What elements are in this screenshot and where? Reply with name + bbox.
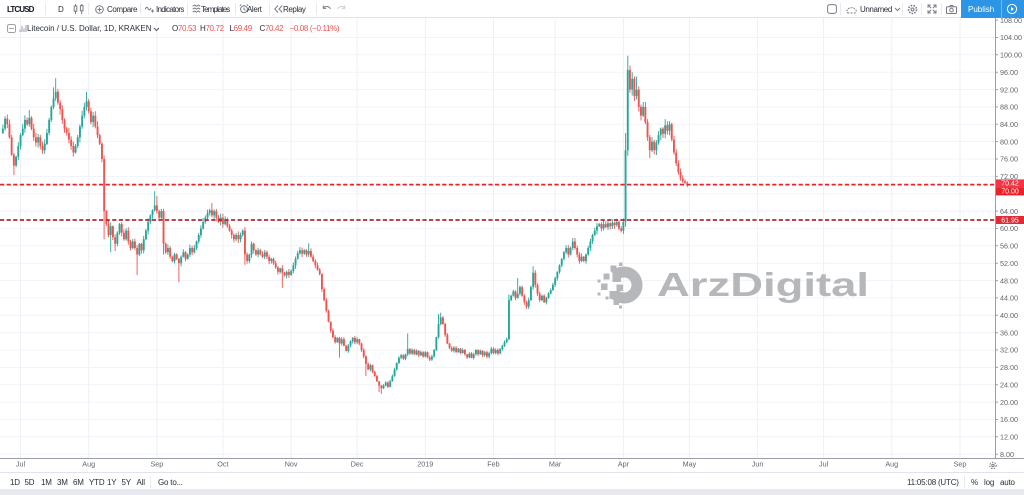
svg-text:20.00: 20.00 — [1000, 398, 1018, 407]
svg-text:24.00: 24.00 — [1000, 380, 1018, 389]
svg-text:Apr: Apr — [618, 459, 630, 468]
svg-text:May: May — [683, 459, 697, 468]
svg-text:56.00: 56.00 — [1000, 242, 1018, 251]
svg-text:12.00: 12.00 — [1000, 433, 1018, 442]
svg-text:Mar: Mar — [549, 459, 562, 468]
svg-text:32.00: 32.00 — [1000, 346, 1018, 355]
svg-text:44.00: 44.00 — [1000, 294, 1018, 303]
svg-text:Sep: Sep — [151, 459, 164, 468]
svg-text:108.00: 108.00 — [1000, 16, 1022, 25]
svg-text:84.00: 84.00 — [1000, 120, 1018, 129]
svg-text:Nov: Nov — [285, 459, 298, 468]
svg-text:92.00: 92.00 — [1000, 85, 1018, 94]
svg-text:52.00: 52.00 — [1000, 259, 1018, 268]
svg-text:104.00: 104.00 — [1000, 33, 1022, 42]
svg-text:40.00: 40.00 — [1000, 311, 1018, 320]
svg-text:Jul: Jul — [16, 459, 26, 468]
svg-text:Jul: Jul — [819, 459, 829, 468]
svg-text:Aug: Aug — [82, 459, 95, 468]
svg-text:60.00: 60.00 — [1000, 224, 1018, 233]
svg-text:76.00: 76.00 — [1000, 155, 1018, 164]
svg-text:Sep: Sep — [954, 459, 967, 468]
svg-text:72.00: 72.00 — [1000, 172, 1018, 181]
svg-text:Feb: Feb — [487, 459, 499, 468]
svg-text:36.00: 36.00 — [1000, 328, 1018, 337]
svg-text:48.00: 48.00 — [1000, 276, 1018, 285]
svg-text:88.00: 88.00 — [1000, 103, 1018, 112]
svg-text:64.00: 64.00 — [1000, 207, 1018, 216]
svg-text:Aug: Aug — [885, 459, 898, 468]
svg-text:2019: 2019 — [417, 459, 433, 468]
svg-text:70.42: 70.42 — [1001, 181, 1019, 188]
svg-text:16.00: 16.00 — [1000, 415, 1018, 424]
svg-text:Dec: Dec — [351, 459, 364, 468]
svg-text:96.00: 96.00 — [1000, 68, 1018, 77]
svg-text:ArzDigital: ArzDigital — [657, 266, 869, 303]
svg-text:61.95: 61.95 — [1001, 217, 1019, 224]
svg-text:28.00: 28.00 — [1000, 363, 1018, 372]
svg-text:8.00: 8.00 — [1000, 450, 1014, 459]
svg-text:70.00: 70.00 — [1001, 189, 1019, 196]
svg-text:Jun: Jun — [752, 459, 764, 468]
svg-text:80.00: 80.00 — [1000, 137, 1018, 146]
svg-text:100.00: 100.00 — [1000, 51, 1022, 60]
svg-text:Oct: Oct — [217, 459, 228, 468]
